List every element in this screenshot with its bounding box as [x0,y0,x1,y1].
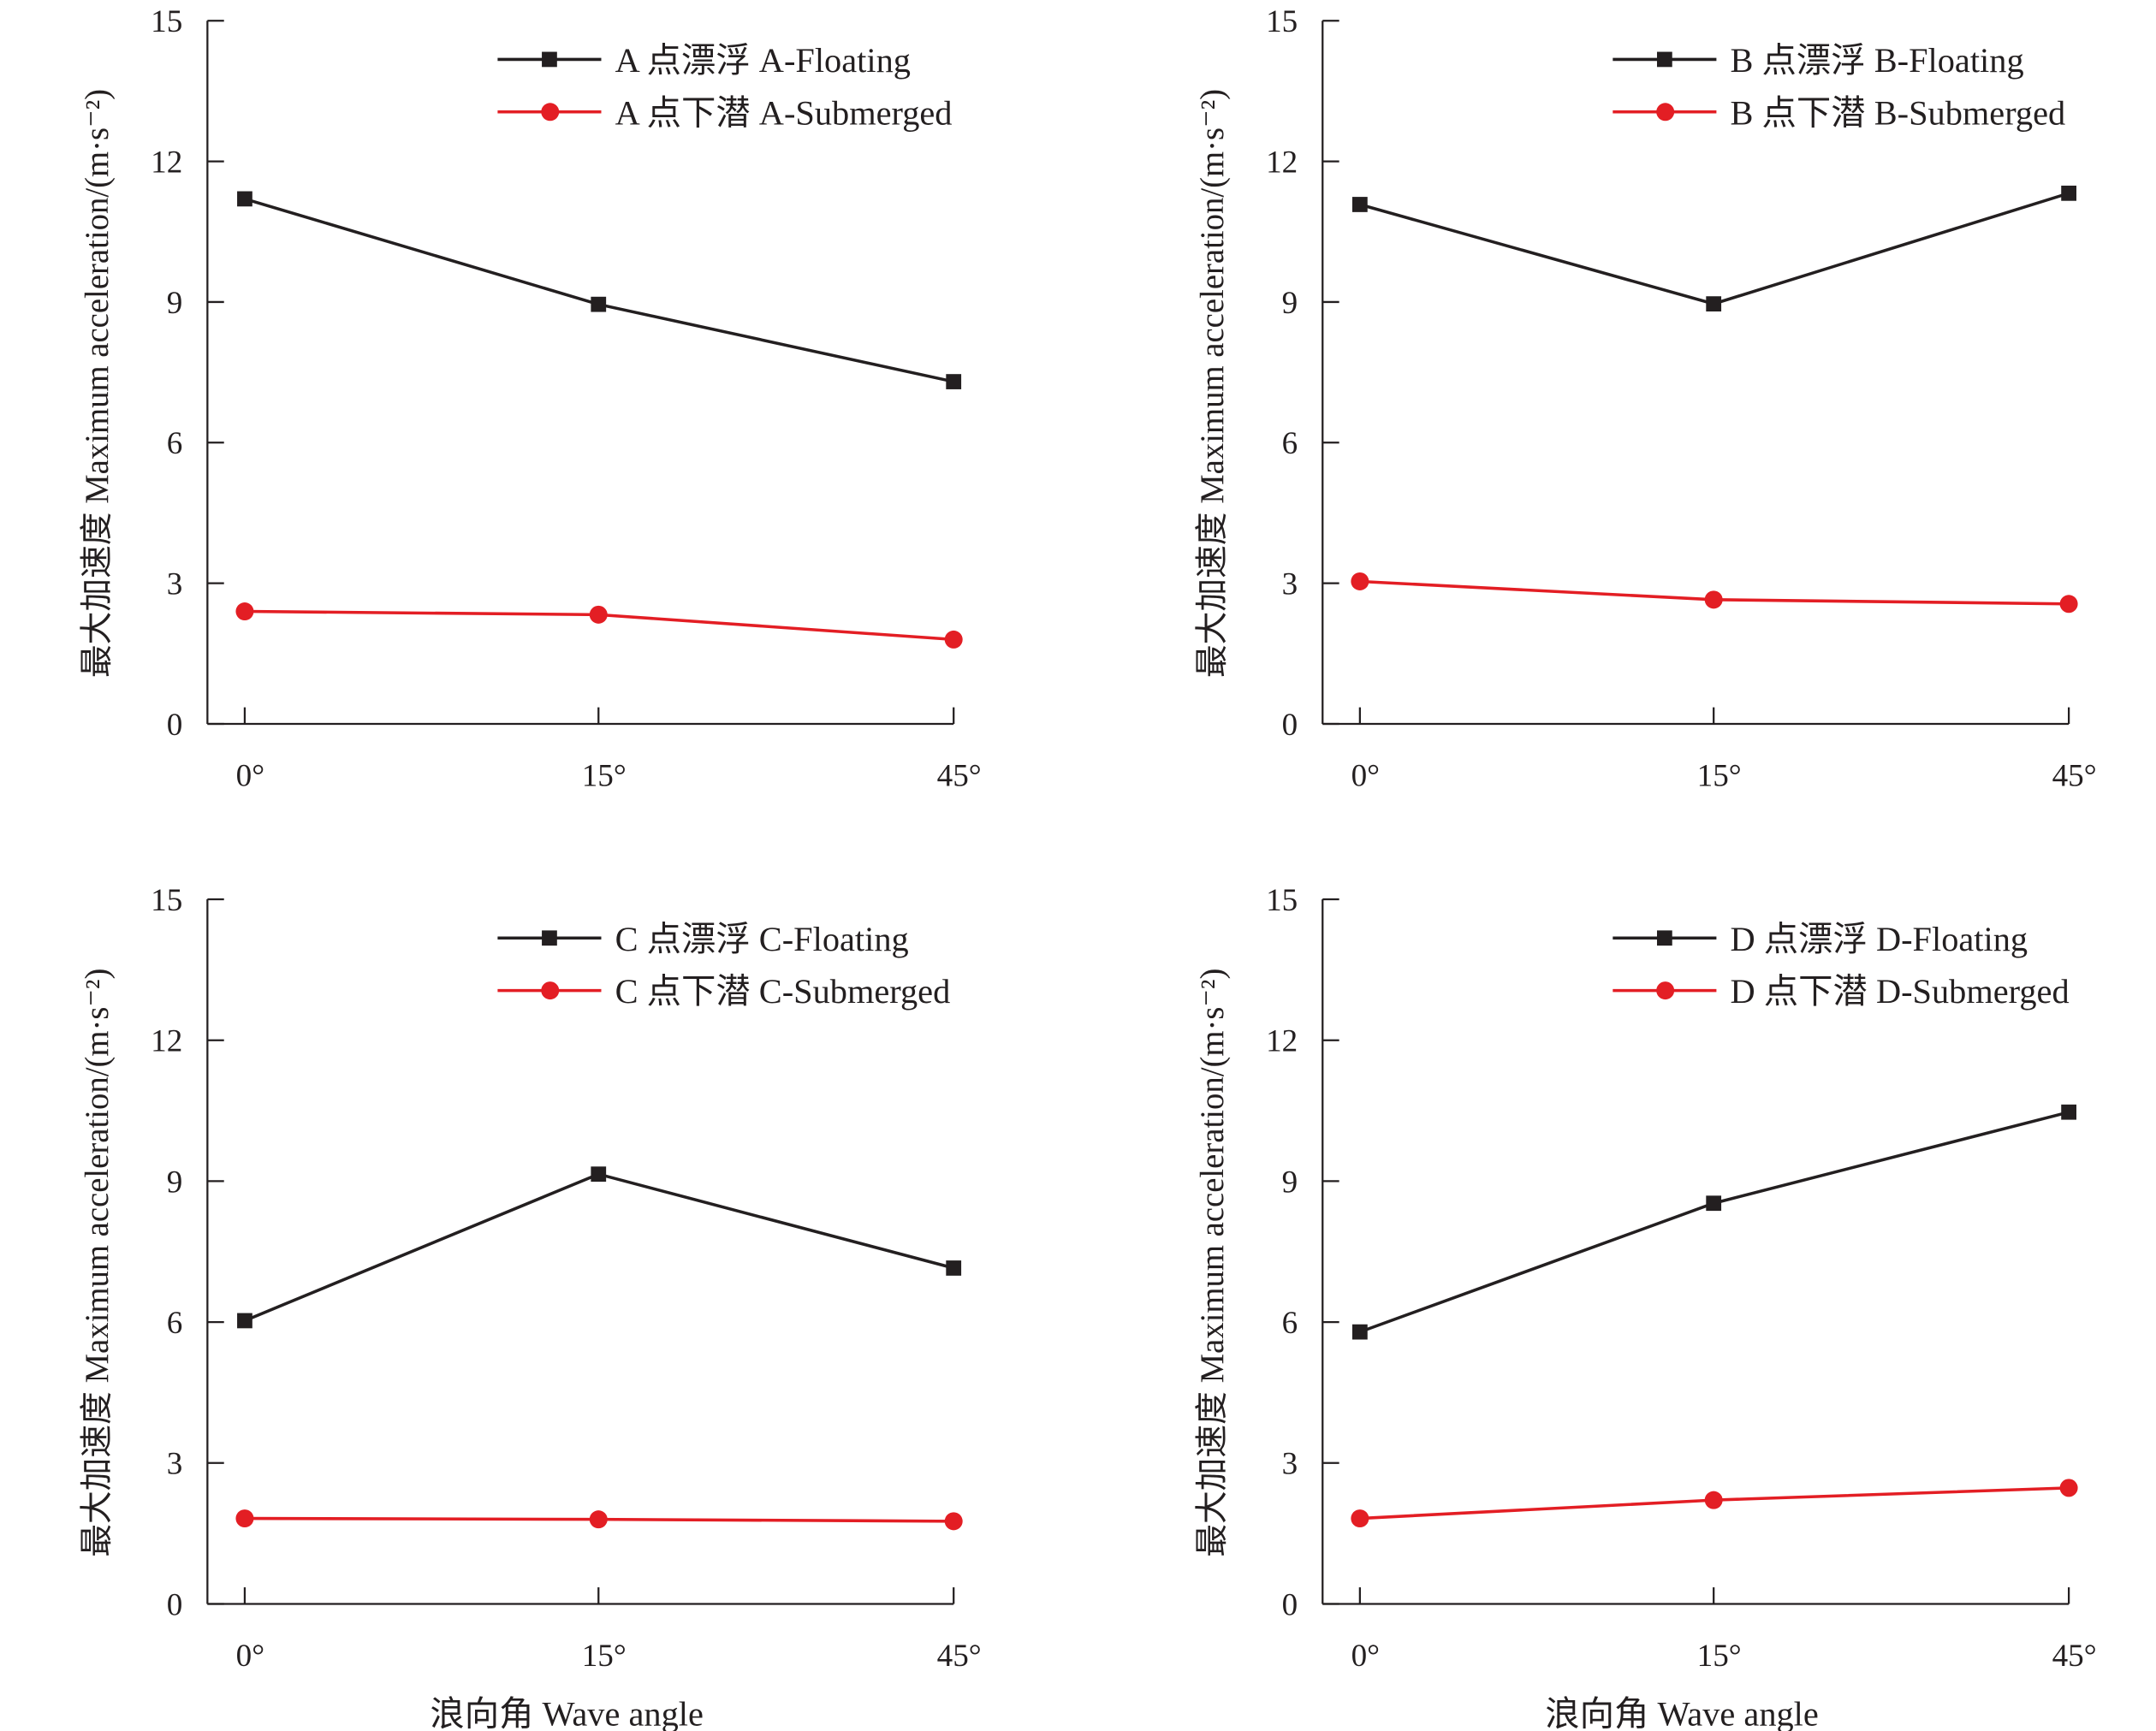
panel-b: 0 3 6 9 12 15 0° 15° 45° 最大加速度 Maximum accelerati… [1194,4,2097,794]
series-line-floating [244,197,954,383]
legend-square-marker [1656,930,1672,946]
y-tick-label: 15 [1266,4,1298,39]
y-tick-label: 3 [1282,567,1298,602]
legend-label: C 点下潜 C-Submerged [615,972,951,1011]
data-point-circle [1351,572,1369,590]
x-tick-label: 0° [1351,759,1380,794]
legend-label: B 点漂浮 B-Floating [1731,41,2024,80]
y-tick-label: 15 [151,4,182,39]
legend-label: D 点下潜 D-Submerged [1731,972,2070,1011]
y-tick-label: 6 [1282,426,1298,461]
legend-label: B 点下潜 B-Submerged [1731,93,2066,132]
y-tick-label: 9 [167,286,183,321]
y-tick-label: 12 [151,145,182,180]
y-tick-label: 15 [1266,883,1298,918]
data-point-square [946,1260,962,1276]
x-tick-label: 45° [937,759,982,794]
data-point-circle [1351,1509,1369,1528]
legend-circle-marker [541,981,560,1000]
x-tick-label: 45° [937,1639,982,1674]
x-tick-label: 45° [2052,1639,2097,1674]
panel-d: 0 3 6 9 12 15 0° 15° 45° 最大加速度 Maximum accelerati… [1194,883,2097,1731]
y-axis-label: 最大加速度 Maximum acceleration/(m·s⁻²) [1194,969,1231,1557]
data-point-square [1706,1195,1722,1212]
legend-label: D 点漂浮 D-Floating [1731,920,2028,958]
y-tick-label: 0 [167,708,183,743]
y-tick-label: 3 [167,1447,183,1482]
data-point-square [591,1166,607,1183]
data-point-square [2061,1104,2076,1120]
y-axis-label: 最大加速度 Maximum acceleration/(m·s⁻²) [1194,89,1231,678]
data-point-circle [2059,1479,2078,1497]
data-point-circle [944,630,963,649]
y-tick-label: 15 [151,883,182,918]
data-point-circle [1704,1491,1723,1509]
x-tick-label: 0° [236,759,264,794]
data-point-circle [2059,595,2078,614]
y-tick-label: 12 [1266,145,1298,180]
y-tick-label: 3 [1282,1447,1298,1482]
data-point-circle [589,605,608,624]
x-tick-label: 15° [582,759,627,794]
data-point-square [237,191,252,207]
y-tick-label: 6 [167,426,183,461]
x-tick-label: 0° [1351,1639,1380,1674]
x-tick-label: 15° [1697,759,1742,794]
x-axis-label: 浪向角 Wave angle [430,1695,704,1731]
y-tick-label: 0 [1282,708,1298,743]
y-tick-label: 3 [167,567,183,602]
y-tick-label: 9 [1282,286,1298,321]
data-point-square [946,374,962,389]
data-point-square [1706,296,1722,312]
data-point-circle [235,1509,254,1528]
y-tick-label: 6 [1282,1306,1298,1341]
legend-label: C 点漂浮 C-Floating [615,920,909,958]
data-point-square [1351,1324,1368,1340]
y-tick-label: 0 [167,1587,183,1622]
legend-circle-marker [1656,981,1675,1000]
x-tick-label: 45° [2052,759,2097,794]
x-tick-label: 15° [1697,1639,1742,1674]
data-point-square [1351,197,1368,212]
legend-square-marker [1656,51,1672,68]
data-point-circle [589,1510,608,1529]
data-point-circle [944,1512,963,1531]
data-point-square [237,1313,252,1329]
legend-square-marker [542,51,557,68]
y-tick-label: 9 [1282,1165,1298,1200]
data-point-circle [235,602,254,621]
legend-circle-marker [541,103,560,122]
legend-square-marker [542,930,557,946]
y-axis-label: 最大加速度 Maximum acceleration/(m·s⁻²) [79,969,116,1557]
legend-label: A 点下潜 A-Submerged [615,93,953,132]
y-tick-label: 12 [1266,1024,1298,1059]
series-line-floating [1359,192,2070,305]
y-tick-label: 0 [1282,1587,1298,1622]
y-tick-label: 12 [151,1024,182,1059]
y-tick-label: 9 [167,1165,183,1200]
x-tick-label: 0° [236,1639,264,1674]
legend-label: A 点漂浮 A-Floating [615,41,911,80]
panel-a: 0 3 6 9 12 15 0° 15° 45° 最大加速度 Maximum accelerati… [79,4,982,794]
legend-circle-marker [1656,103,1675,122]
series-line-floating [244,1172,954,1323]
data-point-square [2061,185,2076,201]
data-point-square [591,296,607,312]
panel-c: 0 3 6 9 12 15 0° 15° 45° 最大加速度 Maximum accelerati… [79,883,982,1731]
series-line-floating [1359,1111,2070,1334]
y-axis-label: 最大加速度 Maximum acceleration/(m·s⁻²) [79,89,116,678]
x-axis-label: 浪向角 Wave angle [1545,1695,1819,1731]
x-tick-label: 15° [582,1639,627,1674]
y-tick-label: 6 [167,1306,183,1341]
data-point-circle [1704,590,1723,609]
